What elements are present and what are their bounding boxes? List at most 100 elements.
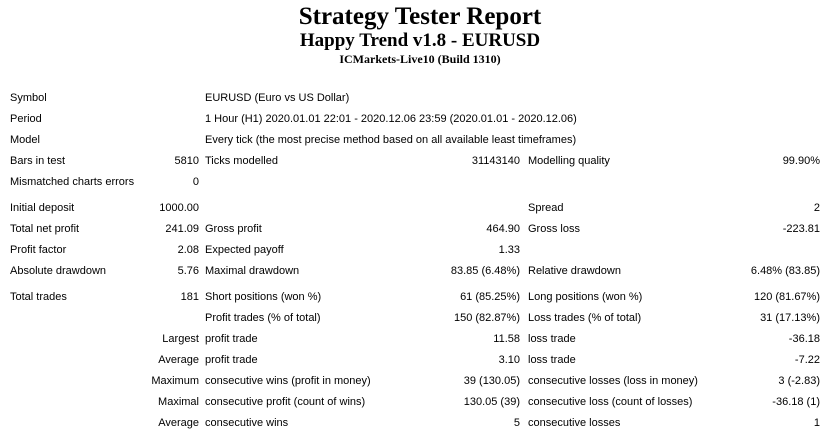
report-row: Average consecutive wins 5 consecutive loss… <box>10 413 820 434</box>
report-cell-label: Bars in test <box>10 155 66 167</box>
report-cell-value: -7.22 <box>794 354 820 366</box>
report-table: Symbol EURUSD (Euro vs US Dollar) Period 1 … <box>10 88 820 434</box>
report-row: Total trades 181 Short positions (won %) 61… <box>10 287 820 308</box>
report-cell-value: 2.08 <box>177 244 199 256</box>
report-cell-label: Mismatched charts errors <box>10 176 135 188</box>
report-cell-value <box>140 109 199 130</box>
report-row: Symbol EURUSD (Euro vs US Dollar) <box>10 88 820 109</box>
report-cell-label: Profit factor <box>10 244 67 256</box>
report-cell-label: consecutive loss (count of losses) <box>528 396 693 408</box>
report-header: Strategy Tester Report Happy Trend v1.8 … <box>0 0 840 67</box>
report-cell-label: Absolute drawdown <box>10 265 107 277</box>
server-build-line: ICMarkets-Live10 (Build 1310) <box>339 52 501 66</box>
report-cell-label: consecutive profit (count of wins) <box>205 396 366 408</box>
report-cell-value: 150 (82.87%) <box>453 312 520 324</box>
report-cell-label: loss trade <box>528 354 576 366</box>
report-row: Maximal consecutive profit (count of wins… <box>10 392 820 413</box>
report-cell-value: Maximum <box>151 375 199 387</box>
report-cell-value: 2 <box>813 202 820 214</box>
report-cell-label: consecutive wins (profit in money) <box>205 375 371 387</box>
report-cell-value: 1000.00 <box>159 202 199 214</box>
report-cell-value: 31143140 <box>471 155 520 167</box>
report-cell-value <box>435 172 520 193</box>
report-cell-value: 6.48% (83.85) <box>750 265 820 277</box>
report-row: Maximum consecutive wins (profit in money… <box>10 371 820 392</box>
strategy-symbol-subtitle: Happy Trend v1.8 - EURUSD <box>299 30 541 51</box>
report-row: Largest profit trade 11.58 loss trade -36.18 <box>10 329 820 350</box>
report-cell-label: consecutive losses <box>528 417 621 429</box>
report-row: Average profit trade 3.10 loss trade -7.22 <box>10 350 820 371</box>
report-cell-label <box>10 329 140 350</box>
report-cell-label: Total trades <box>10 291 67 303</box>
report-cell-value <box>435 198 520 219</box>
report-cell-label <box>10 350 140 371</box>
report-cell-value: 5.76 <box>177 265 199 277</box>
report-row: Initial deposit 1000.00 Spread 2 <box>10 198 820 219</box>
report-row: Profit factor 2.08 Expected payoff 1.33 <box>10 240 820 261</box>
report-cell-value: 130.05 (39) <box>463 396 520 408</box>
report-cell-label: Relative drawdown <box>528 265 621 277</box>
report-cell-value: 0 <box>192 176 199 188</box>
report-cell-value: 11.58 <box>493 333 520 345</box>
report-cell-label: profit trade <box>205 333 258 345</box>
report-cell-value: 1.33 <box>498 244 520 256</box>
report-cell-value: Average <box>158 354 199 366</box>
report-row: Total net profit 241.09 Gross profit 464.90… <box>10 219 820 240</box>
report-cell-value <box>738 240 820 261</box>
report-cell-label <box>199 198 435 219</box>
report-cell-label: Model <box>10 134 40 146</box>
report-cell-value: 83.85 (6.48%) <box>450 265 520 277</box>
report-cell-label: Initial deposit <box>10 202 75 214</box>
page-title: Strategy Tester Report <box>298 3 542 30</box>
report-cell-label <box>10 371 140 392</box>
report-cell-value <box>140 130 199 151</box>
report-cell-label <box>10 392 140 413</box>
report-cell-value: 3.10 <box>498 354 520 366</box>
report-cell-label <box>10 308 140 329</box>
report-cell-label: consecutive wins <box>205 417 289 429</box>
report-row: Model Every tick (the most precise method… <box>10 130 820 151</box>
report-cell-label <box>520 172 738 193</box>
report-cell-label <box>10 413 140 434</box>
report-cell-value: 5 <box>513 417 520 429</box>
report-row: Bars in test 5810 Ticks modelled 31143140 Mo… <box>10 151 820 172</box>
report-row: Profit trades (% of total) 150 (82.87%) Lo… <box>10 308 820 329</box>
report-cell-label: Maximal drawdown <box>205 265 300 277</box>
report-cell-value: Average <box>158 417 199 429</box>
report-cell-value: 1 <box>813 417 820 429</box>
report-cell-label: profit trade <box>205 354 258 366</box>
report-cell-label: Ticks modelled <box>205 155 278 167</box>
report-cell-value: 241.09 <box>165 223 199 235</box>
report-cell-label: Profit trades (% of total) <box>205 312 321 324</box>
report-cell-label: Period <box>10 113 42 125</box>
report-cell-label: Gross loss <box>528 223 580 235</box>
report-cell-label: Expected payoff <box>205 244 284 256</box>
report-cell-value: 31 (17.13%) <box>760 312 820 324</box>
report-cell-value: 464.90 <box>486 223 520 235</box>
report-cell-label: Modelling quality <box>528 155 610 167</box>
report-cell-label: Loss trades (% of total) <box>528 312 642 324</box>
report-row: Mismatched charts errors 0 <box>10 172 820 193</box>
report-cell-value: Largest <box>162 333 199 345</box>
report-cell-label: Every tick (the most precise method base… <box>205 134 577 146</box>
report-cell-value: -36.18 <box>788 333 820 345</box>
report-cell-label: loss trade <box>528 333 576 345</box>
report-cell-value <box>738 172 820 193</box>
report-cell-value: 120 (81.67%) <box>753 291 820 303</box>
report-cell-label: 1 Hour (H1) 2020.01.01 22:01 - 2020.12.0… <box>205 113 577 125</box>
report-cell-value: Maximal <box>158 396 199 408</box>
report-cell-value: 61 (85.25%) <box>460 291 520 303</box>
report-cell-value <box>140 88 199 109</box>
report-cell-value <box>140 308 199 329</box>
report-row: Absolute drawdown 5.76 Maximal drawdown 83.… <box>10 261 820 282</box>
report-cell-value: 181 <box>180 291 199 303</box>
report-cell-label <box>199 172 435 193</box>
report-cell-value: 3 (-2.83) <box>778 375 820 387</box>
report-cell-value: -223.81 <box>782 223 820 235</box>
report-cell-value: 39 (130.05) <box>463 375 520 387</box>
report-cell-label: Short positions (won %) <box>205 291 322 303</box>
report-cell-label <box>520 240 738 261</box>
report-cell-label: Symbol <box>10 92 47 104</box>
report-cell-label: Spread <box>528 202 564 214</box>
